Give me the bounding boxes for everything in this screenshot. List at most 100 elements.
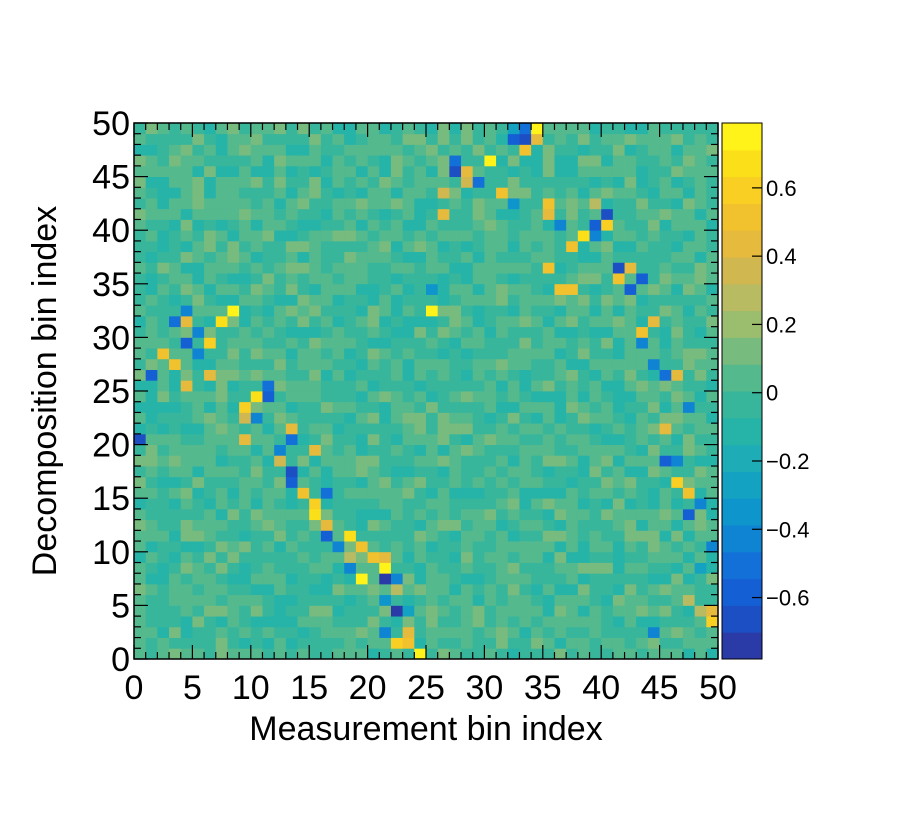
heatmap-cell	[554, 433, 567, 445]
heatmap-cell	[507, 198, 520, 210]
heatmap-cell	[706, 176, 719, 188]
heatmap-cell	[355, 476, 368, 488]
heatmap-cell	[694, 487, 707, 499]
heatmap-cell	[601, 369, 614, 381]
heatmap-cell	[507, 455, 520, 467]
heatmap-cell	[671, 562, 684, 574]
heatmap-cell	[309, 294, 322, 306]
heatmap-cell	[402, 123, 415, 135]
heatmap-cell	[706, 283, 719, 295]
heatmap-cell	[706, 262, 719, 274]
heatmap-cell	[554, 637, 567, 649]
heatmap-cell	[180, 230, 193, 242]
heatmap-cell	[624, 230, 637, 242]
heatmap-cell	[612, 187, 625, 199]
heatmap-cell	[624, 530, 637, 542]
heatmap-cell	[659, 230, 672, 242]
heatmap-cell	[682, 487, 696, 499]
heatmap-cell	[461, 155, 474, 167]
heatmap-cell	[437, 519, 450, 531]
heatmap-cell	[344, 326, 357, 338]
heatmap-cell	[192, 562, 205, 574]
heatmap-cell	[577, 326, 590, 338]
heatmap-cell	[402, 165, 415, 177]
heatmap-cell	[531, 616, 544, 628]
heatmap-cell	[379, 262, 392, 274]
heatmap-cell	[180, 369, 193, 381]
heatmap-cell	[239, 573, 252, 585]
heatmap-cell	[507, 326, 520, 338]
heatmap-cell	[566, 251, 579, 263]
heatmap-cell	[624, 305, 637, 317]
heatmap-cell	[157, 508, 170, 521]
heatmap-cell	[204, 487, 217, 499]
heatmap-cell	[250, 230, 263, 242]
heatmap-cell	[496, 294, 509, 306]
heatmap-cell	[390, 273, 404, 285]
heatmap-cell	[157, 294, 170, 306]
heatmap-cell	[414, 508, 427, 521]
heatmap-cell	[297, 594, 310, 606]
heatmap-cell	[472, 573, 485, 585]
heatmap-cell	[367, 573, 380, 585]
heatmap-cell	[531, 208, 544, 220]
heatmap-cell	[239, 412, 252, 424]
heatmap-cell	[157, 391, 170, 403]
heatmap-cell	[355, 466, 368, 478]
heatmap-cell	[309, 519, 322, 531]
heatmap-cell	[647, 605, 660, 617]
heatmap-cell	[402, 240, 415, 253]
heatmap-cell	[531, 573, 544, 585]
heatmap-cell	[215, 476, 228, 488]
heatmap-cell	[180, 219, 193, 231]
heatmap-cell	[379, 648, 392, 660]
heatmap-cell	[239, 262, 252, 274]
heatmap-cell	[227, 508, 240, 521]
heatmap-cell	[134, 476, 147, 488]
heatmap-cell	[332, 626, 345, 638]
heatmap-cell	[320, 305, 333, 317]
heatmap-cell	[355, 519, 368, 531]
heatmap-cell	[379, 133, 392, 145]
heatmap-cell	[274, 583, 287, 596]
heatmap-cell	[250, 144, 263, 156]
heatmap-cell	[426, 240, 439, 253]
colorbar-swatch	[722, 364, 762, 392]
heatmap-cell	[624, 283, 637, 295]
heatmap-cell	[542, 412, 555, 424]
x-tick-label: 0	[125, 669, 144, 707]
heatmap-cell	[496, 444, 509, 456]
heatmap-cell	[297, 498, 310, 510]
heatmap-cell	[134, 530, 147, 542]
heatmap-cell	[227, 476, 240, 488]
heatmap-cell	[157, 616, 170, 628]
heatmap-cell	[204, 466, 217, 478]
colorbar-swatch	[722, 123, 762, 151]
heatmap-cell	[554, 155, 567, 167]
heatmap-cell	[531, 187, 544, 199]
heatmap-cell	[496, 165, 509, 177]
heatmap-cell	[227, 530, 240, 542]
heatmap-cell	[519, 498, 532, 510]
heatmap-cell	[437, 498, 450, 510]
heatmap-cell	[262, 176, 275, 188]
heatmap-cell	[332, 144, 345, 156]
heatmap-cell	[239, 648, 252, 660]
heatmap-cell	[379, 616, 392, 628]
y-tick-label: 50	[92, 105, 130, 143]
heatmap-cell	[180, 433, 193, 445]
heatmap-cell	[601, 251, 614, 263]
heatmap-cell	[659, 562, 672, 574]
heatmap-cell	[204, 455, 217, 467]
heatmap-cell	[344, 541, 357, 553]
heatmap-cell	[566, 551, 579, 563]
heatmap-cell	[379, 155, 392, 167]
heatmap-cell	[472, 530, 485, 542]
heatmap-cell	[274, 369, 287, 381]
heatmap-cell	[285, 123, 298, 135]
heatmap-cell	[566, 637, 579, 649]
x-tick-label: 10	[232, 669, 270, 707]
heatmap-cell	[531, 541, 544, 553]
heatmap-cell	[566, 498, 579, 510]
heatmap-cell	[344, 262, 357, 274]
